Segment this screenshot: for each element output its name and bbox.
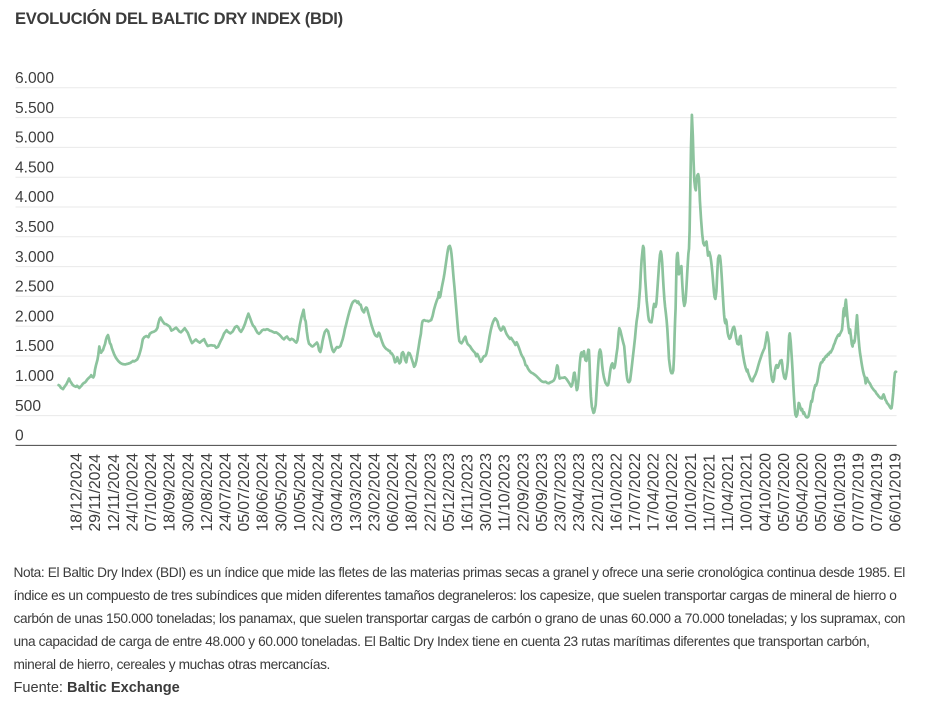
- svg-text:22/12/2023: 22/12/2023: [422, 453, 439, 532]
- svg-text:30/05/2024: 30/05/2024: [273, 453, 290, 532]
- svg-text:18/12/2024: 18/12/2024: [69, 453, 86, 532]
- svg-text:17/07/2022: 17/07/2022: [627, 453, 644, 532]
- svg-text:16/10/2022: 16/10/2022: [608, 453, 625, 532]
- svg-text:07/04/2019: 07/04/2019: [869, 453, 886, 532]
- svg-text:03/04/2024: 03/04/2024: [329, 453, 346, 532]
- svg-text:0: 0: [15, 428, 24, 445]
- svg-text:4.500: 4.500: [15, 159, 54, 176]
- svg-text:07/10/2024: 07/10/2024: [143, 453, 160, 532]
- svg-text:12/11/2024: 12/11/2024: [106, 454, 123, 532]
- svg-text:24/07/2024: 24/07/2024: [218, 453, 235, 532]
- svg-text:13/03/2024: 13/03/2024: [348, 453, 365, 532]
- svg-text:24/10/2024: 24/10/2024: [124, 453, 141, 532]
- svg-text:10/05/2024: 10/05/2024: [292, 453, 309, 532]
- svg-text:1.000: 1.000: [15, 368, 54, 385]
- svg-text:11/10/2023: 11/10/2023: [497, 454, 514, 532]
- svg-text:2.500: 2.500: [15, 279, 54, 296]
- svg-text:12/08/2024: 12/08/2024: [199, 453, 216, 532]
- svg-text:30/10/2023: 30/10/2023: [478, 453, 495, 532]
- svg-text:05/04/2020: 05/04/2020: [795, 453, 812, 532]
- svg-text:22/01/2023: 22/01/2023: [590, 453, 607, 532]
- svg-text:11/07/2021: 11/07/2021: [702, 454, 719, 531]
- svg-text:04/10/2020: 04/10/2020: [757, 453, 774, 532]
- svg-text:6.000: 6.000: [15, 70, 54, 87]
- svg-text:5.500: 5.500: [15, 100, 54, 117]
- svg-text:11/04/2021: 11/04/2021: [720, 454, 737, 531]
- svg-text:23/07/2023: 23/07/2023: [553, 453, 570, 532]
- svg-text:4.000: 4.000: [15, 189, 54, 206]
- svg-text:3.000: 3.000: [15, 249, 54, 266]
- svg-text:05/01/2020: 05/01/2020: [813, 453, 830, 532]
- svg-text:05/07/2024: 05/07/2024: [236, 453, 253, 532]
- svg-text:1.500: 1.500: [15, 338, 54, 355]
- svg-text:05/12/2023: 05/12/2023: [441, 453, 458, 532]
- svg-text:18/09/2024: 18/09/2024: [162, 453, 179, 532]
- svg-text:5.000: 5.000: [15, 130, 54, 147]
- svg-text:500: 500: [15, 398, 41, 415]
- svg-text:18/01/2024: 18/01/2024: [404, 453, 421, 532]
- svg-text:06/02/2024: 06/02/2024: [385, 453, 402, 532]
- svg-text:22/09/2023: 22/09/2023: [515, 453, 532, 532]
- svg-text:22/04/2024: 22/04/2024: [311, 453, 328, 532]
- svg-text:2.000: 2.000: [15, 308, 54, 325]
- svg-text:10/01/2021: 10/01/2021: [739, 453, 756, 532]
- svg-text:05/07/2020: 05/07/2020: [776, 453, 793, 532]
- svg-text:16/01/2022: 16/01/2022: [664, 453, 681, 532]
- svg-text:06/10/2019: 06/10/2019: [832, 453, 849, 532]
- svg-text:3.500: 3.500: [15, 219, 54, 236]
- svg-text:17/04/2022: 17/04/2022: [646, 453, 663, 532]
- svg-text:29/11/2024: 29/11/2024: [87, 454, 104, 532]
- svg-text:05/09/2023: 05/09/2023: [534, 453, 551, 532]
- svg-text:07/07/2019: 07/07/2019: [850, 453, 867, 532]
- svg-text:30/08/2024: 30/08/2024: [180, 453, 197, 532]
- svg-text:16/11/2023: 16/11/2023: [460, 454, 477, 532]
- svg-text:06/01/2019: 06/01/2019: [888, 453, 905, 532]
- svg-text:23/04/2023: 23/04/2023: [571, 453, 588, 532]
- svg-text:23/02/2024: 23/02/2024: [366, 453, 383, 532]
- svg-text:18/06/2024: 18/06/2024: [255, 453, 272, 532]
- svg-text:10/10/2021: 10/10/2021: [683, 453, 700, 532]
